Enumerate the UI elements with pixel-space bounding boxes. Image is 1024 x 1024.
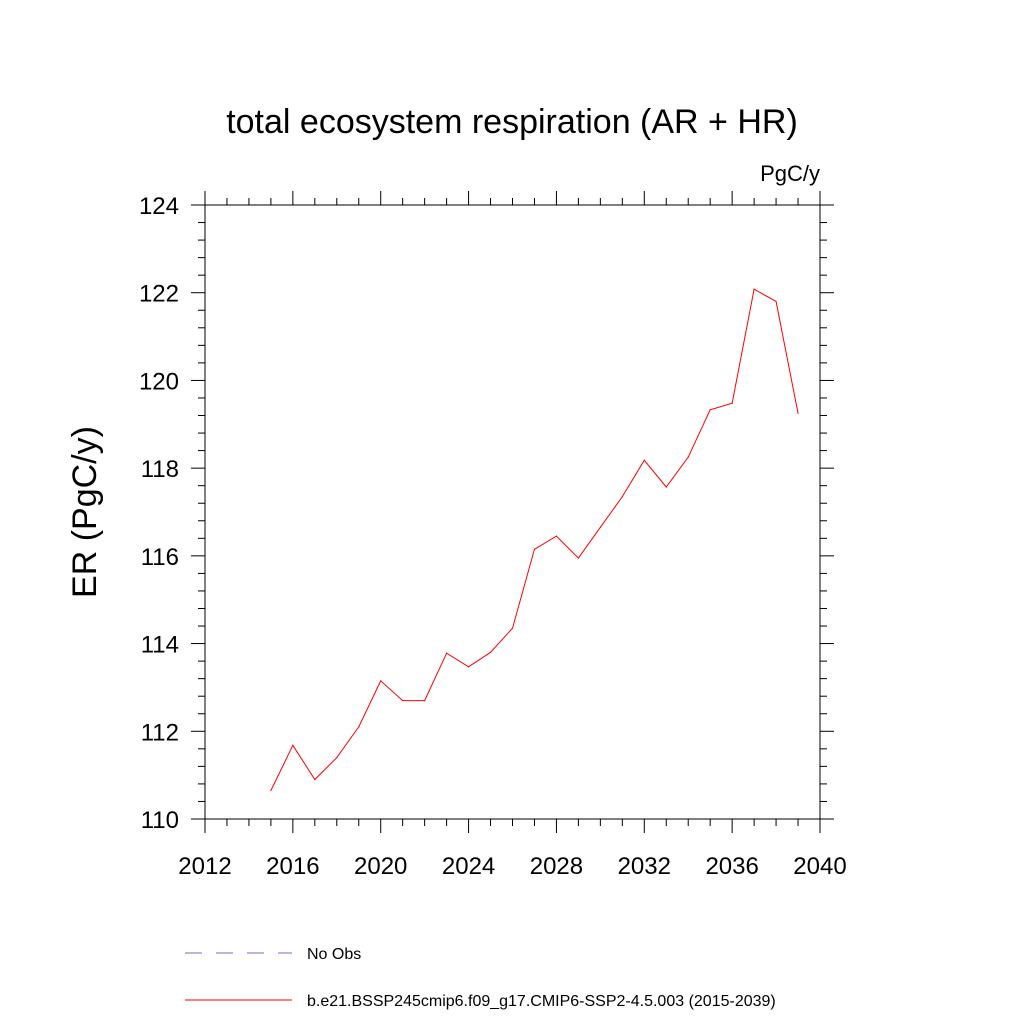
data-point — [599, 526, 601, 528]
data-point — [775, 300, 777, 303]
x-tick-label: 2032 — [618, 853, 671, 880]
data-point — [292, 744, 294, 746]
legend-label-model: b.e21.BSSP245cmip6.f09_g17.CMIP6-SSP2-4.… — [307, 993, 776, 1010]
data-point — [336, 757, 338, 759]
units-label: PgC/y — [760, 161, 820, 186]
data-point — [358, 726, 360, 728]
y-tick-label: 122 — [139, 281, 179, 308]
data-point — [621, 496, 623, 498]
data-point — [555, 535, 558, 537]
data-point — [446, 652, 448, 654]
data-point — [467, 666, 470, 668]
data-point — [709, 409, 711, 411]
series-line-0 — [270, 288, 799, 791]
y-axis-label: ER (PgC/y) — [66, 426, 104, 598]
data-point — [402, 699, 404, 702]
y-tick-label: 124 — [139, 193, 179, 220]
data-point — [314, 778, 316, 781]
x-tick-label: 2012 — [178, 853, 231, 880]
x-tick-label: 2028 — [530, 853, 583, 880]
x-tick-label: 2036 — [705, 853, 758, 880]
data-point — [270, 789, 272, 792]
legend-label-no-obs: No Obs — [307, 946, 361, 963]
x-tick-label: 2016 — [266, 853, 319, 880]
x-tick-label: 2020 — [354, 853, 407, 880]
series-group — [270, 288, 799, 792]
plot-frame — [204, 204, 821, 820]
tick-labels-group: 2012 2016 2020 2024 2028 2032 2036 2040 110 112 11… — [139, 193, 847, 880]
ticks-group — [191, 191, 834, 833]
y-tick-label: 112 — [141, 719, 179, 746]
data-point — [511, 627, 514, 629]
x-tick-label: 2040 — [793, 853, 846, 880]
data-point — [380, 680, 382, 682]
data-point — [731, 402, 733, 404]
data-point — [797, 412, 799, 414]
y-tick-label: 116 — [141, 544, 179, 571]
legend: No Obs b.e21.BSSP245cmip6.f09_g17.CMIP6-… — [185, 946, 776, 1010]
data-point — [643, 459, 645, 461]
y-tick-label: 114 — [141, 632, 179, 659]
y-tick-label: 120 — [139, 368, 179, 395]
y-tick-label: 118 — [141, 456, 179, 483]
x-tick-label: 2024 — [442, 853, 495, 880]
data-point — [665, 486, 667, 488]
data-point — [753, 288, 755, 290]
data-point — [533, 548, 536, 550]
data-point — [489, 651, 492, 653]
chart-title: total ecosystem respiration (AR + HR) — [226, 103, 798, 141]
data-point — [687, 456, 689, 458]
data-point — [424, 699, 426, 702]
y-tick-label: 110 — [141, 807, 179, 834]
data-point — [577, 557, 579, 559]
